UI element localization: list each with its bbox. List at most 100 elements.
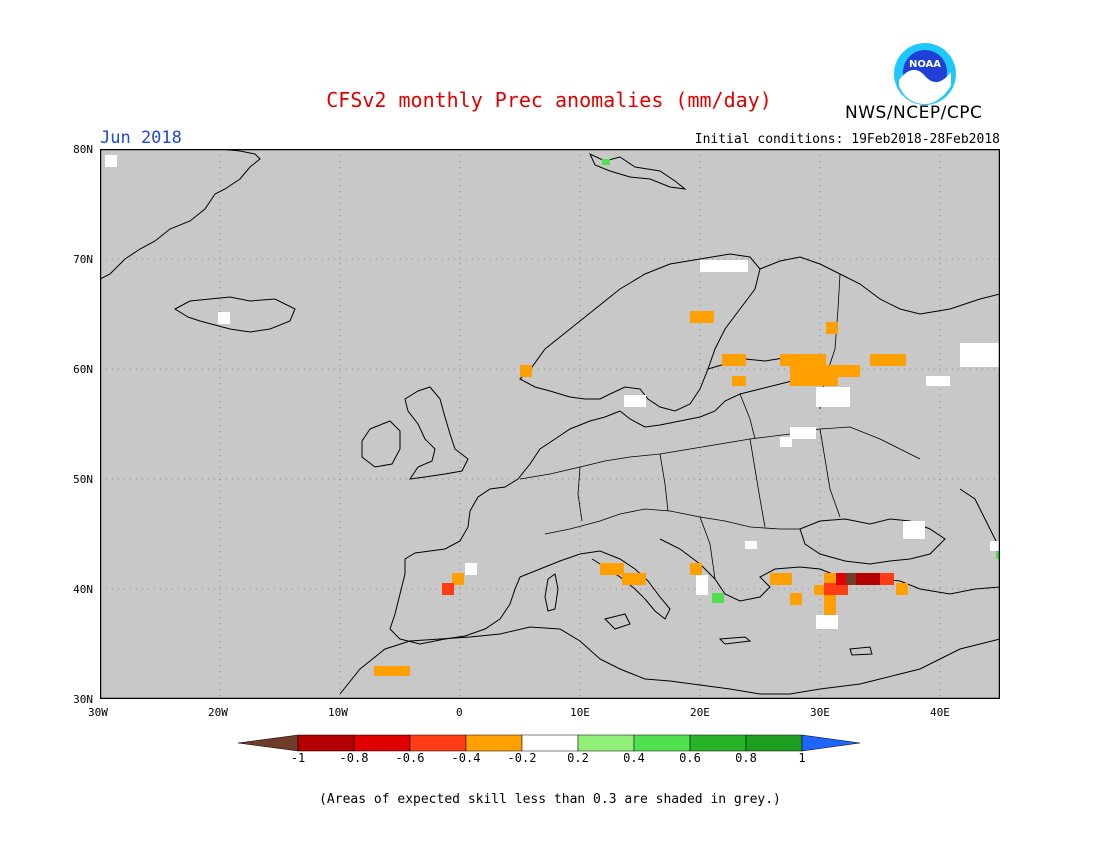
colorbar-arrow-right (801, 734, 861, 752)
anomaly-cell-neutral (105, 155, 117, 167)
lat-label-30n: 30N (73, 693, 93, 706)
lon-label-20e: 20E (690, 706, 710, 719)
anomaly-cell-neutral (926, 376, 950, 386)
africa-coast (339, 626, 1000, 695)
anomaly-cell-dry (732, 376, 746, 386)
colorbar-label: 0.4 (623, 751, 645, 765)
anomaly-cell-wet (602, 159, 610, 165)
colorbar-segment (465, 734, 523, 752)
anomaly-cell-dry (690, 311, 714, 323)
map-background (100, 149, 1000, 699)
baltic-coast (619, 356, 811, 428)
logo-text: NOAA (909, 59, 941, 70)
britain-coast (404, 386, 469, 480)
balkan-coast (659, 538, 1000, 602)
anomaly-cell-wet (712, 593, 724, 603)
anomaly-cell-very-dry (442, 583, 454, 595)
greenland-coast (100, 149, 261, 280)
colorbar-label: -0.8 (339, 751, 369, 765)
iceland-coast (173, 296, 296, 333)
continent-coast (389, 410, 621, 645)
anomaly-cell-dry (722, 354, 746, 366)
colorbar-label: 0.2 (567, 751, 589, 765)
anomaly-cell-dry (770, 573, 792, 585)
finland-coast (759, 256, 1000, 315)
colorbar-segment (577, 734, 635, 752)
anomaly-cell-wet (996, 551, 1000, 559)
coastlines (100, 149, 1000, 695)
anomaly-cell-neutral (700, 260, 748, 272)
colorbar-segment (521, 734, 579, 752)
black-sea-coast (799, 518, 946, 565)
colorbar-label: 0.8 (735, 751, 757, 765)
lon-label-10e: 10E (570, 706, 590, 719)
agency-label: NWS/NCEP/CPC (845, 103, 983, 123)
lon-label-20w: 20W (208, 706, 228, 719)
colorbar-label: -0.2 (507, 751, 537, 765)
anomaly-cell-dry (824, 573, 836, 585)
anomaly-cell-dry (690, 563, 702, 575)
skill-footnote: (Areas of expected skill less than 0.3 a… (319, 792, 781, 807)
anomaly-cell-neutral (696, 575, 708, 595)
lon-label-10w: 10W (328, 706, 348, 719)
anomaly-cell-dry (622, 573, 646, 585)
anomaly-cell-neutral (960, 343, 1000, 367)
anomaly-cell-neutral (790, 427, 816, 439)
anomaly-cell-very-dry (824, 583, 848, 595)
anomaly-cell-dry (452, 573, 464, 585)
initial-conditions-label: Initial conditions: 19Feb2018-28Feb2018 (694, 132, 1000, 147)
lon-label-30e: 30E (810, 706, 830, 719)
anomaly-cell-neutral (780, 437, 792, 447)
country-borders (519, 273, 921, 580)
colorbar-arrow-left (238, 734, 299, 752)
colorbar-segment (689, 734, 747, 752)
ireland-coast (361, 420, 401, 468)
anomaly-cell-extreme-dry (846, 573, 856, 585)
colorbar-label: -1 (290, 751, 306, 765)
colorbar-label: -0.4 (451, 751, 481, 765)
anomaly-cell-dry (520, 365, 532, 377)
lat-label-80n: 80N (73, 143, 93, 156)
anomaly-cell-neutral (903, 521, 925, 539)
chart-title: CFSv2 monthly Prec anomalies (mm/day) (326, 88, 772, 112)
anomaly-cell-dry (896, 583, 908, 595)
anomaly-cell-neutral (745, 541, 757, 549)
svalbard-coast (588, 152, 687, 190)
anomaly-cell-dry (814, 585, 826, 595)
noaa-logo: NOAA (894, 43, 956, 105)
corsica-sardinia (544, 573, 559, 612)
gridlines (100, 149, 1000, 699)
anomaly-cell-dry (374, 666, 410, 676)
colorbar-segment (633, 734, 691, 752)
lat-label-50n: 50N (73, 473, 93, 486)
colorbar-segment (745, 734, 803, 752)
lat-label-40n: 40N (73, 583, 93, 596)
colorbar (238, 734, 861, 752)
anomaly-cell-dry (780, 354, 826, 366)
map-frame (100, 149, 1000, 699)
anomaly-cells (105, 155, 1000, 676)
lat-label-60n: 60N (73, 363, 93, 376)
anomaly-cell-neutral (218, 312, 230, 324)
anomaly-cell-dry (790, 593, 802, 605)
anomaly-cell-neutral (624, 395, 646, 407)
lon-label-30w: 30W (88, 706, 108, 719)
precip-anomaly-map (100, 149, 1000, 699)
crete (718, 636, 752, 645)
anomaly-cell-very-dry (880, 573, 894, 585)
cyprus (849, 646, 873, 656)
anomaly-cell-neutral (816, 387, 850, 407)
sicily (604, 613, 631, 630)
anomaly-cell-dry (824, 595, 836, 615)
anomaly-cell-extreme-dry (836, 573, 846, 585)
anomaly-cell-dry (826, 322, 838, 334)
lat-label-70n: 70N (73, 253, 93, 266)
colorbar-label: -0.6 (395, 751, 425, 765)
anomaly-cell-dry (790, 365, 860, 377)
lon-label-40e: 40E (930, 706, 950, 719)
anomaly-cell-neutral (990, 541, 1000, 551)
colorbar-segment (353, 734, 411, 752)
anomaly-cell-dry (600, 563, 624, 575)
month-label: Jun 2018 (100, 128, 182, 148)
colorbar-label: 1 (798, 751, 806, 765)
